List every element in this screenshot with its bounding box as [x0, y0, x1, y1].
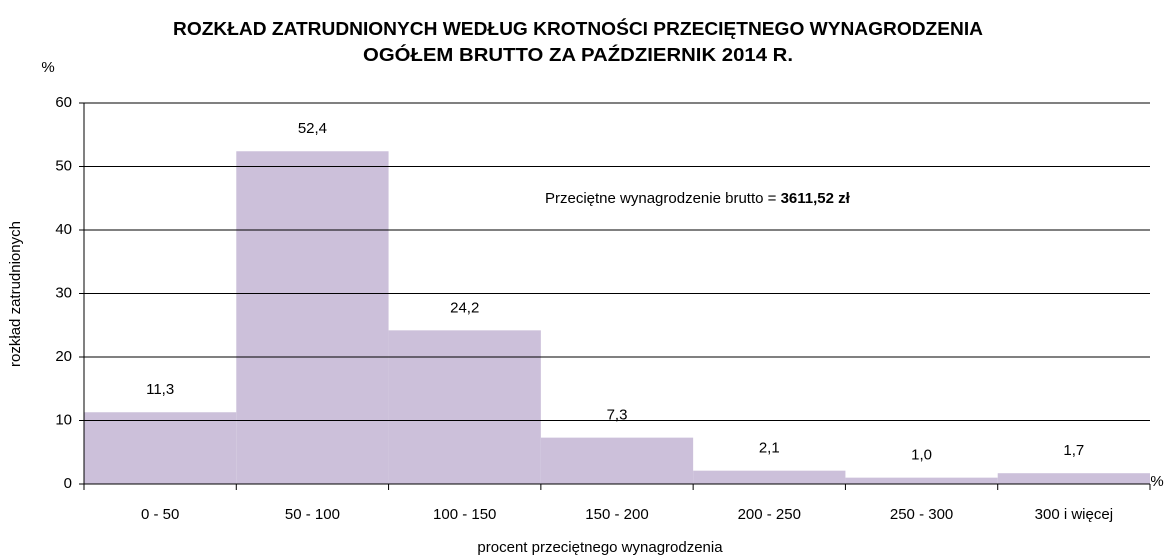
- chart-title: ROZKŁAD ZATRUDNIONYCH WEDŁUG KROTNOŚCI P…: [173, 18, 983, 39]
- value-label: 1,0: [911, 447, 932, 464]
- value-label: 1,7: [1063, 442, 1084, 459]
- y-tick-label: 60: [55, 94, 72, 111]
- value-label: 7,3: [607, 407, 628, 424]
- x-tick-label: 200 - 250: [738, 506, 801, 523]
- x-axis-label: procent przeciętnego wynagrodzenia: [477, 539, 723, 556]
- value-label: 11,3: [146, 381, 174, 398]
- x-tick-label: 50 - 100: [285, 506, 340, 523]
- y-tick-label: 40: [55, 221, 72, 238]
- y-tick-label: 20: [55, 348, 72, 365]
- x-tick-label: 300 i więcej: [1035, 506, 1113, 523]
- y-axis-label: rozkład zatrudnionych: [7, 221, 24, 367]
- y-tick-label: 50: [55, 157, 72, 174]
- value-label: 24,2: [450, 299, 479, 316]
- bar: [693, 470, 846, 484]
- x-tick-label: 150 - 200: [585, 506, 648, 523]
- chart-title: OGÓŁEM BRUTTO ZA PAŹDZIERNIK 2014 R.: [363, 44, 793, 65]
- bar: [540, 437, 694, 484]
- y-tick-label: 10: [55, 411, 72, 428]
- annotation: Przeciętne wynagrodzenie brutto = 3611,5…: [545, 190, 851, 207]
- bar: [236, 151, 389, 484]
- annotation-value: 3611,52 zł: [781, 190, 851, 207]
- y-unit: %: [41, 59, 54, 76]
- y-tick-label: 0: [64, 475, 72, 492]
- bar: [845, 477, 998, 484]
- x-unit: %: [1150, 473, 1163, 490]
- bar: [997, 473, 1150, 484]
- bar: [388, 330, 541, 484]
- x-tick-label: 0 - 50: [141, 506, 179, 523]
- value-label: 2,1: [759, 440, 780, 457]
- y-tick-label: 30: [55, 284, 72, 301]
- x-tick-label: 100 - 150: [433, 506, 496, 523]
- bar: [84, 412, 237, 484]
- annotation-text: Przeciętne wynagrodzenie brutto =: [545, 190, 781, 207]
- x-tick-label: 250 - 300: [890, 506, 953, 523]
- value-label: 52,4: [298, 120, 327, 137]
